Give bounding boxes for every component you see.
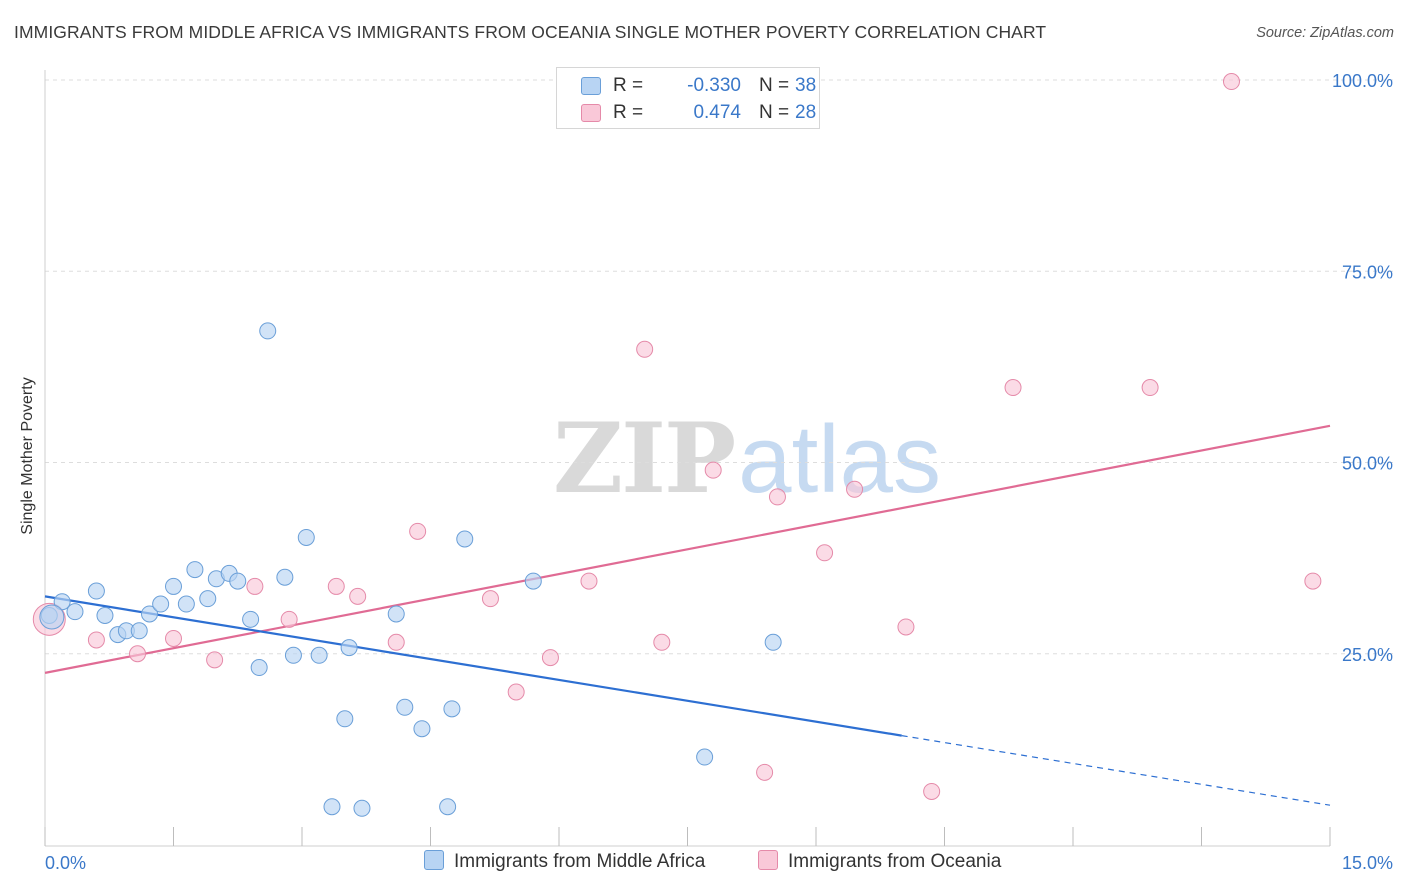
data-point-oceania xyxy=(1222,73,1240,91)
data-point-middle-africa xyxy=(66,603,84,621)
series-name: Immigrants from Oceania xyxy=(788,851,1002,872)
data-point-oceania xyxy=(507,683,525,701)
data-point-oceania xyxy=(636,340,654,358)
data-point-oceania xyxy=(1304,572,1322,590)
data-point-middle-africa xyxy=(456,530,474,548)
data-point-middle-africa xyxy=(229,572,247,590)
data-point-oceania xyxy=(481,590,499,608)
data-point-middle-africa xyxy=(259,322,277,340)
data-point-middle-africa xyxy=(39,604,65,630)
data-point-oceania xyxy=(387,633,405,651)
correlation-legend: R = -0.330 N = 38 R = 0.474 N = 28 xyxy=(556,67,820,129)
y-axis-label: Single Mother Poverty xyxy=(19,377,36,535)
legend-swatch-pink xyxy=(758,850,778,870)
data-point-oceania xyxy=(349,587,367,605)
data-point-oceania xyxy=(816,544,834,562)
data-point-middle-africa xyxy=(439,798,457,816)
data-point-middle-africa xyxy=(336,710,354,728)
data-point-middle-africa xyxy=(165,577,182,595)
trend-line-middle-africa-extension xyxy=(901,735,1331,806)
data-point-oceania xyxy=(409,522,427,540)
series-name: Immigrants from Middle Africa xyxy=(454,851,706,872)
y-tick-label: 75.0% xyxy=(1342,262,1393,282)
series-legend-oceania: Immigrants from Oceania xyxy=(758,850,1001,873)
data-point-middle-africa xyxy=(152,595,170,613)
data-point-middle-africa xyxy=(323,798,341,816)
data-point-middle-africa xyxy=(276,568,294,586)
data-point-middle-africa xyxy=(443,700,461,718)
source-label: Source: ZipAtlas.com xyxy=(1256,25,1394,41)
chart-title: IMMIGRANTS FROM MIDDLE AFRICA VS IMMIGRA… xyxy=(14,22,1047,42)
data-point-middle-africa xyxy=(53,593,71,611)
legend-r-value: -0.330 xyxy=(687,75,741,96)
data-point-oceania xyxy=(897,618,915,636)
data-point-oceania xyxy=(846,480,864,498)
data-point-oceania xyxy=(653,633,671,651)
legend-swatch-blue xyxy=(581,77,601,95)
x-tick-label: 0.0% xyxy=(45,853,86,873)
data-point-middle-africa xyxy=(310,646,328,664)
legend-r-label: R = xyxy=(613,102,644,123)
data-point-middle-africa xyxy=(387,605,405,623)
data-point-middle-africa xyxy=(524,572,542,590)
data-point-middle-africa xyxy=(284,646,302,664)
legend-swatch-blue xyxy=(424,850,444,870)
watermark: ZIPatlas xyxy=(553,402,941,515)
data-point-middle-africa xyxy=(242,610,260,628)
data-point-oceania xyxy=(165,629,182,647)
data-point-middle-africa xyxy=(696,748,714,766)
data-point-middle-africa xyxy=(396,698,414,716)
data-point-oceania xyxy=(129,645,147,663)
data-point-oceania xyxy=(923,782,941,800)
legend-swatch-pink xyxy=(581,104,601,122)
data-point-oceania xyxy=(280,610,298,628)
data-point-middle-africa xyxy=(96,607,114,624)
legend-r-label: R = xyxy=(613,75,644,96)
y-tick-label: 50.0% xyxy=(1342,454,1393,474)
x-tick-label: 15.0% xyxy=(1342,853,1393,873)
data-point-middle-africa xyxy=(130,622,148,640)
legend-n-value: 28 xyxy=(795,102,817,123)
data-point-oceania xyxy=(580,572,598,590)
data-point-middle-africa xyxy=(199,590,217,608)
series-legend-middle-africa: Immigrants from Middle Africa xyxy=(424,850,705,873)
data-point-middle-africa xyxy=(177,595,195,613)
data-point-oceania xyxy=(327,577,345,595)
data-points xyxy=(32,73,1322,817)
data-point-middle-africa xyxy=(413,720,431,738)
data-point-middle-africa xyxy=(141,605,159,623)
data-point-middle-africa xyxy=(186,561,204,579)
tick-labels: 25.0% 50.0% 75.0% 100.0% 0.0% 15.0% xyxy=(45,71,1393,873)
data-point-oceania xyxy=(1141,379,1159,397)
y-tick-label: 25.0% xyxy=(1342,645,1393,665)
data-point-oceania xyxy=(246,577,264,595)
axes xyxy=(44,70,1331,847)
data-point-oceania xyxy=(756,763,774,781)
data-point-middle-africa xyxy=(250,659,268,677)
watermark-zip: ZIP xyxy=(553,402,736,515)
data-point-middle-africa xyxy=(764,633,782,651)
trend-line-middle-africa xyxy=(44,595,902,737)
y-tick-label: 100.0% xyxy=(1332,71,1393,91)
legend-n-label: N = xyxy=(759,75,790,96)
legend-r-value: 0.474 xyxy=(693,102,741,123)
legend-n-label: N = xyxy=(759,102,790,123)
data-point-middle-africa xyxy=(353,799,371,817)
data-point-oceania xyxy=(541,649,559,667)
data-point-oceania xyxy=(768,488,786,506)
data-point-oceania xyxy=(206,651,224,669)
data-point-oceania xyxy=(704,461,722,479)
gridlines xyxy=(45,79,1395,655)
data-point-oceania xyxy=(87,631,105,649)
data-point-oceania xyxy=(1004,379,1022,397)
data-point-middle-africa xyxy=(87,582,105,600)
data-point-middle-africa xyxy=(297,528,315,546)
data-point-middle-africa xyxy=(340,639,358,657)
trend-lines xyxy=(44,424,1331,806)
legend-n-value: 38 xyxy=(795,75,817,96)
